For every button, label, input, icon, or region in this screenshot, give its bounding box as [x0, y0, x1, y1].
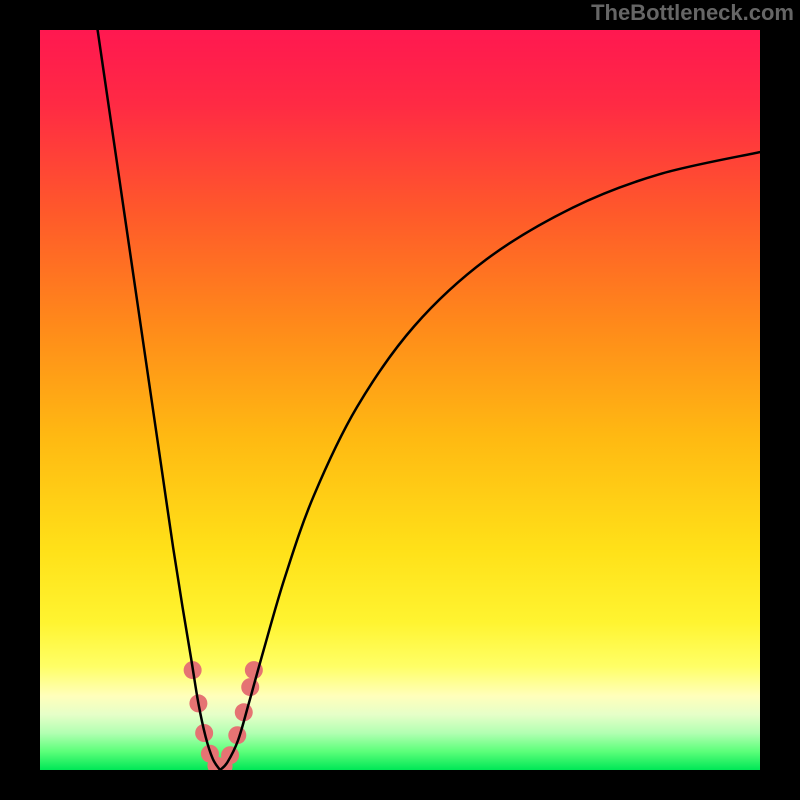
background-gradient	[40, 30, 760, 770]
bottleneck-chart: { "watermark_text": "TheBottleneck.com",…	[0, 0, 800, 800]
plot-area	[40, 30, 760, 770]
